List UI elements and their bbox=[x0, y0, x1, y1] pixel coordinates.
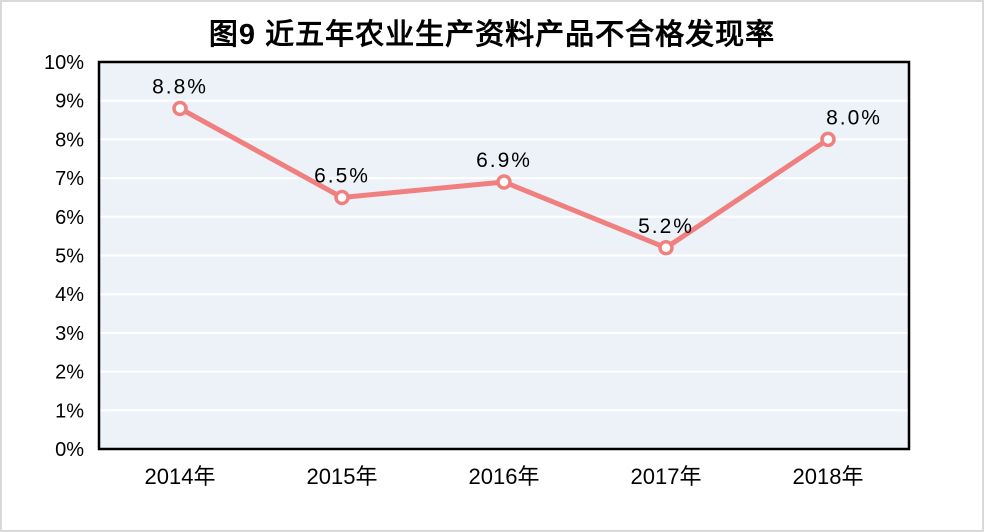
data-point-label: 6.9% bbox=[476, 149, 532, 172]
y-axis-tick-label: 8% bbox=[55, 129, 84, 151]
y-axis-tick-label: 3% bbox=[55, 323, 84, 345]
chart-title: 图9 近五年农业生产资料产品不合格发现率 bbox=[208, 19, 776, 51]
x-axis-tick-label: 2014年 bbox=[145, 464, 216, 489]
x-axis-tick-label: 2015年 bbox=[307, 464, 378, 489]
plot-border bbox=[97, 60, 911, 451]
data-point-label: 8.0% bbox=[826, 106, 882, 129]
y-axis-tick-label: 9% bbox=[55, 91, 84, 113]
y-axis-tick-label: 7% bbox=[55, 168, 84, 190]
data-point-marker bbox=[334, 189, 350, 206]
data-point-label: 5.2% bbox=[638, 215, 694, 238]
x-axis-tick-label: 2018年 bbox=[793, 464, 864, 489]
x-axis-tick-label: 2016年 bbox=[469, 464, 540, 489]
y-axis-tick-label: 10% bbox=[44, 52, 84, 74]
y-axis-tick-label: 0% bbox=[55, 439, 84, 461]
data-point-marker bbox=[820, 131, 836, 148]
x-axis-tick-label: 2017年 bbox=[631, 464, 702, 489]
data-point-marker bbox=[172, 100, 188, 117]
data-point-marker bbox=[496, 174, 512, 190]
y-axis-tick-label: 6% bbox=[55, 207, 84, 229]
data-point-marker bbox=[658, 240, 674, 256]
data-point-label: 6.5% bbox=[314, 164, 370, 187]
data-point-label: 8.8% bbox=[152, 75, 208, 98]
y-axis-tick-label: 4% bbox=[55, 284, 84, 306]
y-axis-tick-label: 1% bbox=[55, 400, 84, 422]
y-axis-tick-label: 2% bbox=[55, 362, 84, 384]
y-axis-tick-label: 5% bbox=[55, 246, 84, 268]
